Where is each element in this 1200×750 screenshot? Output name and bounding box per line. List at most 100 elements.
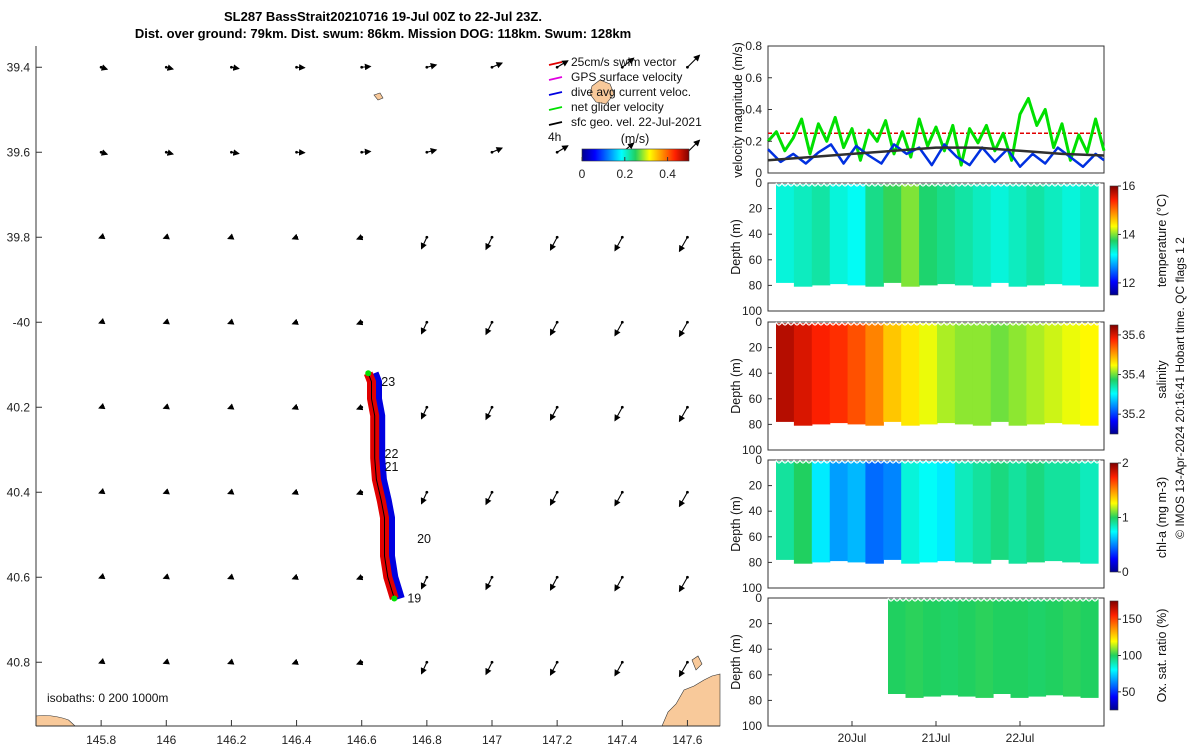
geo-velocity-origin <box>686 235 689 239</box>
map-y-tick-label: -40 <box>13 315 31 329</box>
geo-velocity-origin <box>99 235 103 239</box>
legend-swatch <box>548 121 563 126</box>
geo-velocity-origin <box>99 575 103 579</box>
section-data-column <box>1080 599 1099 698</box>
section-colorbar-tick-label: 2 <box>1122 456 1129 470</box>
land-masses <box>35 79 721 727</box>
legend-label: sfc geo. vel. 22-Jul-2021 <box>571 115 702 129</box>
section-colorbar-tick-label: 35.2 <box>1122 407 1146 421</box>
geo-velocity-origin <box>490 490 494 494</box>
section-y-tick-label: 80 <box>749 278 763 292</box>
geo-velocity-arrow <box>614 661 623 677</box>
chart-title-line1: SL287 BassStrait20210716 19-Jul 00Z to 2… <box>224 9 542 24</box>
geo-velocity-arrow <box>678 661 688 678</box>
section-data-column <box>990 184 1010 283</box>
geo-velocity-arrow <box>420 407 428 420</box>
legend-label: GPS surface velocity <box>571 70 682 84</box>
geo-velocity-origin <box>686 65 689 69</box>
geo-velocity-arrow <box>485 577 493 591</box>
section-y-tick-label: 40 <box>749 642 763 656</box>
geo-velocity-arrow <box>420 662 428 675</box>
map-x-tick-label: 147.2 <box>542 733 572 747</box>
section-y-tick-label: 40 <box>749 366 763 380</box>
geo-velocity-arrow <box>426 63 438 70</box>
section-colorbar-tick-label: 14 <box>1122 227 1136 241</box>
geo-velocity-arrow <box>549 661 558 676</box>
map-x-tick-label: 146.4 <box>282 733 312 747</box>
geo-velocity-arrow <box>485 237 493 251</box>
section-colorbar <box>1109 600 1119 711</box>
geo-velocity-arrow <box>687 54 701 68</box>
geo-velocity-origin <box>425 660 429 664</box>
section-data-column <box>1008 461 1028 564</box>
geo-velocity-origin <box>490 65 494 69</box>
section-data-column <box>888 599 907 694</box>
section-y-tick-label: 20 <box>749 617 763 631</box>
geo-velocity-origin <box>99 320 103 324</box>
geo-velocity-origin <box>230 405 233 409</box>
map-x-tick-label: 146.8 <box>412 733 442 747</box>
section-data-column <box>901 323 920 426</box>
section-y-tick-label: 20 <box>749 341 763 355</box>
geo-velocity-arrow <box>485 662 493 676</box>
section-data-column <box>793 323 813 426</box>
velocity-series-line <box>766 96 1106 167</box>
geo-velocity-origin <box>295 65 298 69</box>
map-y-tick-label: 40.4 <box>7 485 31 499</box>
geo-velocity-arrow <box>485 322 493 336</box>
section-data-column <box>1080 461 1099 564</box>
geo-velocity-arrow <box>549 406 558 421</box>
speed-colorbar-label: (m/s) <box>621 132 649 146</box>
geo-velocity-origin <box>164 235 168 239</box>
map-y-tick-label: 40.8 <box>7 655 31 669</box>
section-y-tick-label: 100 <box>742 719 762 733</box>
geo-velocity-origin <box>555 405 559 409</box>
geo-velocity-arrow <box>485 492 493 506</box>
section-data-column <box>776 184 795 283</box>
section-colorbar-label: salinity <box>1155 360 1169 399</box>
time-tick-label: 21Jul <box>922 731 951 745</box>
geo-velocity-arrow <box>614 491 623 507</box>
section-data-column <box>793 461 813 564</box>
geo-velocity-arrow <box>678 406 688 423</box>
section-data-column <box>972 184 992 287</box>
geo-velocity-origin <box>360 235 364 239</box>
section-data-column <box>1045 599 1064 696</box>
geo-velocity-arrow <box>678 491 688 508</box>
section-y-tick-label: 20 <box>749 479 763 493</box>
section-data-column <box>919 323 938 425</box>
section-colorbar-tick-label: 16 <box>1122 179 1136 193</box>
section-data-column <box>940 599 959 696</box>
velocity-series <box>766 96 1106 168</box>
section-top-edge <box>775 321 1101 326</box>
geo-velocity-arrow <box>420 322 428 335</box>
geo-velocity-arrow <box>549 491 558 506</box>
geo-velocity-origin <box>555 235 559 239</box>
geo-velocity-origin <box>686 320 689 324</box>
map-y-tick-label: 40.2 <box>7 400 31 414</box>
section-top-edge <box>775 182 1101 187</box>
geo-velocity-origin <box>99 660 103 664</box>
section-data-column <box>919 461 938 563</box>
geo-velocity-origin <box>360 490 364 494</box>
time-tick-label: 20Jul <box>838 731 867 745</box>
map-x-tick-label: 146.6 <box>347 733 377 747</box>
section-data-column <box>776 323 795 422</box>
geo-velocity-origin <box>164 405 168 409</box>
section-data-column <box>811 461 831 563</box>
section-data-column <box>954 461 974 563</box>
velocity-y-tick-label: 0.8 <box>745 39 762 53</box>
section-colorbar <box>1109 185 1119 296</box>
section-data-column <box>990 461 1010 560</box>
section-data-column <box>883 461 902 560</box>
section-data-column <box>1026 323 1045 425</box>
geo-velocity-arrow <box>678 321 688 338</box>
geo-velocity-origin <box>620 320 624 324</box>
geo-velocity-origin <box>164 65 168 69</box>
legend-swatch <box>548 61 563 66</box>
section-data-column <box>1080 323 1099 426</box>
section-data-column <box>829 184 849 285</box>
geo-velocity-arrow <box>687 139 701 153</box>
